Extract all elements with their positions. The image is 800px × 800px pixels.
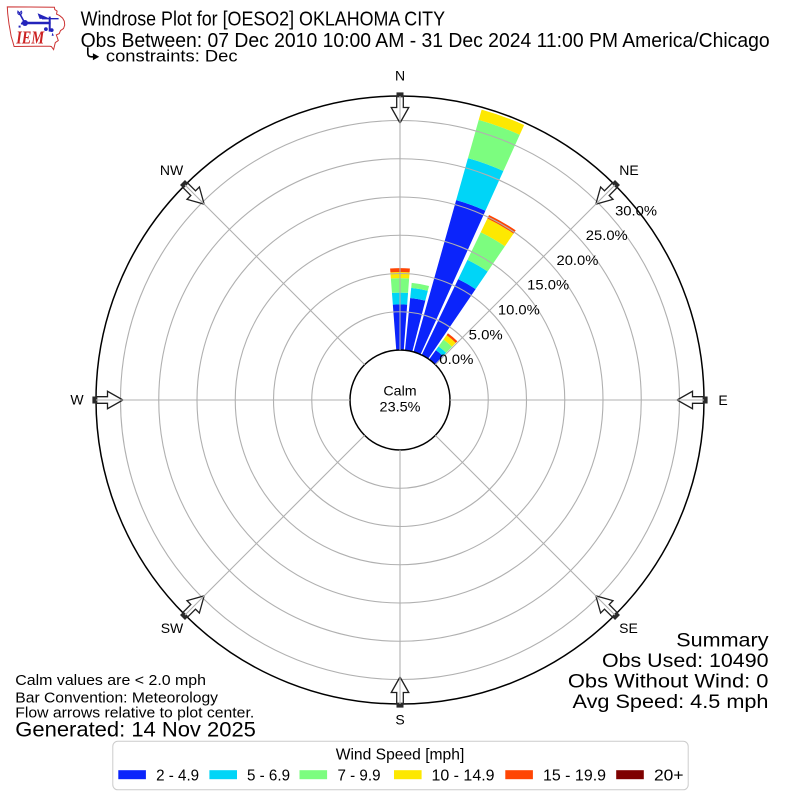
svg-text:Obs Without Wind: 0: Obs Without Wind: 0 [568, 671, 769, 693]
svg-text:15 - 19.9: 15 - 19.9 [543, 767, 606, 784]
svg-text:Flow arrows relative to plot c: Flow arrows relative to plot center. [15, 706, 254, 722]
svg-text:Summary: Summary [676, 630, 768, 652]
svg-text:NE: NE [619, 162, 638, 178]
svg-text:15.0%: 15.0% [527, 277, 569, 293]
svg-text:Wind Speed [mph]: Wind Speed [mph] [336, 746, 465, 763]
svg-text:10.0%: 10.0% [498, 302, 540, 318]
svg-text:S: S [395, 712, 404, 728]
svg-text:20+: 20+ [654, 767, 684, 784]
svg-text:0.0%: 0.0% [439, 351, 473, 367]
svg-text:30.0%: 30.0% [615, 202, 657, 218]
svg-text:5 - 6.9: 5 - 6.9 [247, 767, 290, 784]
svg-text:constraints: Dec: constraints: Dec [106, 47, 238, 65]
svg-text:SW: SW [161, 620, 184, 636]
svg-text:2 - 4.9: 2 - 4.9 [156, 767, 199, 784]
svg-text:7 - 9.9: 7 - 9.9 [338, 767, 381, 784]
svg-text:E: E [718, 392, 727, 408]
svg-text:SE: SE [619, 620, 638, 636]
svg-text:NW: NW [160, 162, 184, 178]
svg-text:5.0%: 5.0% [469, 326, 503, 342]
svg-text:23.5%: 23.5% [380, 398, 421, 414]
svg-text:IEM: IEM [15, 28, 45, 48]
svg-text:N: N [395, 68, 405, 84]
svg-text:Calm: Calm [383, 383, 416, 399]
svg-text:Calm values are < 2.0 mph: Calm values are < 2.0 mph [15, 673, 206, 689]
svg-text:25.0%: 25.0% [586, 227, 628, 243]
svg-text:Generated: 14 Nov 2025: Generated: 14 Nov 2025 [15, 718, 256, 742]
svg-text:Windrose Plot for [OESO2] OKLA: Windrose Plot for [OESO2] OKLAHOMA CITY [81, 8, 446, 31]
svg-text:Obs Used: 10490: Obs Used: 10490 [602, 650, 769, 672]
svg-text:20.0%: 20.0% [557, 252, 599, 268]
svg-text:Avg Speed: 4.5 mph: Avg Speed: 4.5 mph [573, 691, 769, 713]
svg-text:Bar Convention: Meteorology: Bar Convention: Meteorology [15, 690, 218, 706]
svg-text:Obs Between: 07 Dec 2010 10:00: Obs Between: 07 Dec 2010 10:00 AM - 31 D… [81, 29, 770, 52]
svg-text:10 - 14.9: 10 - 14.9 [432, 767, 495, 784]
svg-text:W: W [70, 392, 84, 408]
